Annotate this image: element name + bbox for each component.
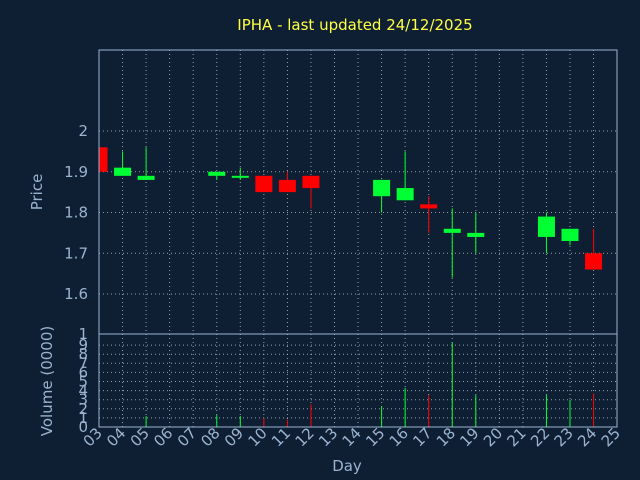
candle-body-12 [302,175,320,189]
volume-tick-label: 5 [78,373,88,391]
price-tick-label: 2 [78,122,88,140]
candles-and-volume [98,147,603,427]
x-axis-label: Day [332,457,362,475]
price-tick-label: 1.9 [64,163,88,181]
plot-frames [98,49,618,428]
grid-lines [99,50,617,427]
volume-tick-label: 1 [78,409,88,427]
candle-body-19 [467,232,485,237]
candle-body-15 [373,179,391,197]
chart-title: IPHA - last updated 24/12/2025 [237,16,472,34]
volume-tick-label: 6 [78,363,88,381]
candle-body-09 [231,175,249,178]
candle-body-18 [443,228,461,233]
candle-body-03 [99,147,108,172]
price-tick-label: 1.7 [64,244,88,262]
volume-tick-label: 9 [78,336,88,354]
volume-panel-frame [98,333,618,428]
price-tick-label: 1.8 [64,204,88,222]
candle-body-04 [114,167,132,176]
candle-body-24 [585,253,603,270]
y-axis-label: Price [28,174,46,211]
volume-tick-label: 0 [78,418,88,436]
volume-tick-label: 2 [78,400,88,418]
candle-body-05 [137,175,155,180]
price-tick-label: 1 [78,325,88,343]
candle-body-22 [537,216,555,237]
candle-body-16 [396,188,414,201]
candle-body-23 [561,228,579,242]
candle-body-11 [278,179,296,193]
volume-tick-label: 7 [78,354,88,372]
candle-body-10 [255,175,273,193]
candle-body-17 [420,204,438,209]
volume-tick-label: 4 [78,382,88,400]
candle-body-08 [208,171,226,176]
volume-tick-label: 3 [78,391,88,409]
volume-tick-label: 8 [78,345,88,363]
volume-axis-label: Volume (0000) [38,326,56,436]
price-tick-label: 1.6 [64,285,88,303]
